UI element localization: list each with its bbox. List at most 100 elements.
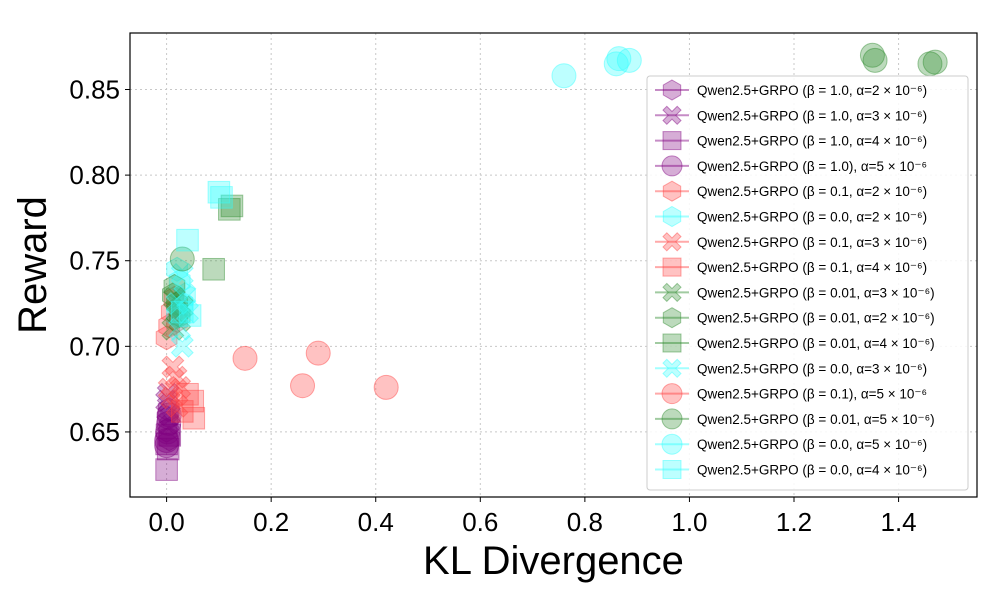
legend-marker bbox=[662, 333, 682, 353]
data-point-series-2 bbox=[155, 458, 178, 481]
data-point-series-4 bbox=[158, 313, 181, 339]
data-point-series-7 bbox=[182, 406, 206, 430]
data-point-series-9 bbox=[166, 290, 188, 317]
legend-marker bbox=[661, 433, 683, 455]
legend-entry-label: Qwen2.5+GRPO (β = 1.0, α=4 × 10⁻⁶) bbox=[697, 134, 927, 149]
legend-marker bbox=[662, 358, 682, 379]
legend-marker bbox=[661, 155, 683, 177]
x-tick-label: 0.8 bbox=[567, 507, 603, 537]
data-point-series-10 bbox=[202, 257, 225, 281]
data-point-series-13 bbox=[859, 42, 885, 68]
y-tick-label: 0.70 bbox=[69, 331, 120, 361]
data-point-series-8 bbox=[170, 295, 194, 319]
data-point-series-14 bbox=[606, 46, 632, 72]
data-point-series-2 bbox=[158, 424, 182, 447]
data-point-series-14 bbox=[616, 47, 642, 73]
data-point-series-6 bbox=[164, 365, 188, 389]
data-point-series-6 bbox=[157, 377, 181, 401]
legend-marker bbox=[661, 408, 683, 430]
data-point-series-13 bbox=[169, 246, 195, 272]
y-axis-ticks: 0.65 0.70 0.75 0.80 0.85 bbox=[69, 75, 130, 447]
data-point-series-9 bbox=[163, 273, 186, 299]
data-point-series-6 bbox=[165, 394, 189, 418]
data-point-series-11 bbox=[173, 283, 197, 307]
data-point-series-5 bbox=[168, 268, 191, 294]
legend: Qwen2.5+GRPO (β = 1.0, α=2 × 10⁻⁶) Qwen2.… bbox=[646, 75, 969, 491]
legend-entry-label: Qwen2.5+GRPO (β = 0.0, α=3 × 10⁻⁶) bbox=[697, 361, 927, 376]
data-point-series-15 bbox=[176, 228, 199, 252]
data-point-series-7 bbox=[181, 389, 205, 413]
data-point-series-12 bbox=[232, 345, 258, 371]
legend-entry-label: Qwen2.5+GRPO (β = 0.1, α=3 × 10⁻⁶) bbox=[697, 235, 927, 250]
legend-entry-label: Qwen2.5+GRPO (β = 0.01, α=2 × 10⁻⁶) bbox=[697, 311, 935, 326]
data-point-series-9 bbox=[168, 302, 191, 329]
y-axis-label: Reward bbox=[11, 196, 55, 334]
data-point-series-0 bbox=[156, 405, 179, 431]
data-point-series-5 bbox=[174, 282, 196, 308]
data-point-series-1 bbox=[155, 389, 179, 413]
data-point-series-3 bbox=[155, 419, 181, 445]
data-points bbox=[154, 42, 948, 481]
legend-entry-label: Qwen2.5+GRPO (β = 0.1, α=2 × 10⁻⁶) bbox=[697, 184, 927, 199]
legend-entry-label: Qwen2.5+GRPO (β = 1.0), α=5 × 10⁻⁶ bbox=[697, 159, 927, 174]
x-tick-label: 0.4 bbox=[358, 507, 394, 537]
legend-entry-label: Qwen2.5+GRPO (β = 0.0, α=5 × 10⁻⁶) bbox=[697, 437, 927, 452]
data-point-series-8 bbox=[162, 286, 186, 310]
legend-marker bbox=[662, 257, 682, 277]
data-point-series-6 bbox=[168, 375, 192, 399]
data-point-series-12 bbox=[373, 374, 399, 400]
data-point-series-15 bbox=[210, 186, 233, 209]
legend-box bbox=[646, 75, 969, 491]
legend-marker bbox=[662, 460, 682, 479]
legend-marker bbox=[662, 105, 682, 126]
x-tick-label: 1.0 bbox=[671, 507, 707, 537]
data-point-series-4 bbox=[163, 285, 186, 311]
data-point-series-11 bbox=[168, 317, 192, 341]
legend-marker bbox=[662, 205, 682, 228]
legend-marker bbox=[662, 79, 682, 101]
legend-entry-label: Qwen2.5+GRPO (β = 0.0, α=2 × 10⁻⁶) bbox=[697, 210, 927, 225]
legend-marker bbox=[662, 180, 682, 202]
data-point-series-7 bbox=[176, 382, 199, 406]
data-point-series-1 bbox=[156, 382, 180, 406]
data-point-series-3 bbox=[154, 427, 180, 453]
x-axis-ticks: 0.0 0.2 0.4 0.6 0.8 1.0 1.2 1.4 bbox=[149, 497, 917, 537]
data-point-series-8 bbox=[165, 300, 189, 324]
data-point-series-14 bbox=[603, 51, 629, 77]
y-tick-label: 0.80 bbox=[69, 160, 120, 190]
x-tick-label: 1.4 bbox=[880, 507, 916, 537]
data-point-series-8 bbox=[168, 309, 192, 333]
legend-marker bbox=[662, 307, 682, 329]
legend-entry-label: Qwen2.5+GRPO (β = 0.1, α=4 × 10⁻⁶) bbox=[697, 260, 927, 275]
legend-marker bbox=[662, 232, 682, 252]
data-point-series-1 bbox=[156, 411, 180, 435]
legend-marker bbox=[662, 131, 682, 151]
data-point-series-13 bbox=[922, 49, 948, 75]
y-tick-label: 0.65 bbox=[69, 417, 120, 447]
legend-entry-label: Qwen2.5+GRPO (β = 1.0, α=2 × 10⁻⁶) bbox=[697, 83, 927, 98]
data-point-series-4 bbox=[155, 325, 178, 351]
data-point-series-8 bbox=[161, 317, 185, 341]
x-tick-label: 1.2 bbox=[776, 507, 812, 537]
data-point-series-1 bbox=[158, 403, 182, 427]
data-point-series-12 bbox=[290, 373, 316, 399]
data-point-series-5 bbox=[166, 302, 188, 329]
data-point-series-3 bbox=[156, 402, 182, 428]
legend-entry-label: Qwen2.5+GRPO (β = 0.01, α=4 × 10⁻⁶) bbox=[697, 336, 935, 351]
data-point-series-6 bbox=[160, 386, 184, 410]
data-point-series-2 bbox=[155, 432, 178, 456]
data-point-series-14 bbox=[551, 63, 577, 89]
data-point-series-6 bbox=[161, 355, 185, 379]
data-point-series-11 bbox=[165, 291, 189, 316]
legend-entry-label: Qwen2.5+GRPO (β = 0.0, α=4 × 10⁻⁶) bbox=[697, 463, 927, 478]
data-point-series-12 bbox=[305, 340, 331, 366]
data-point-series-11 bbox=[170, 334, 194, 358]
data-point-series-15 bbox=[178, 304, 202, 327]
data-point-series-9 bbox=[162, 282, 184, 308]
x-tick-label: 0.2 bbox=[253, 507, 289, 537]
data-point-series-10 bbox=[220, 194, 244, 218]
data-point-series-13 bbox=[862, 47, 888, 73]
data-point-series-2 bbox=[156, 437, 180, 461]
y-tick-label: 0.75 bbox=[69, 246, 120, 276]
